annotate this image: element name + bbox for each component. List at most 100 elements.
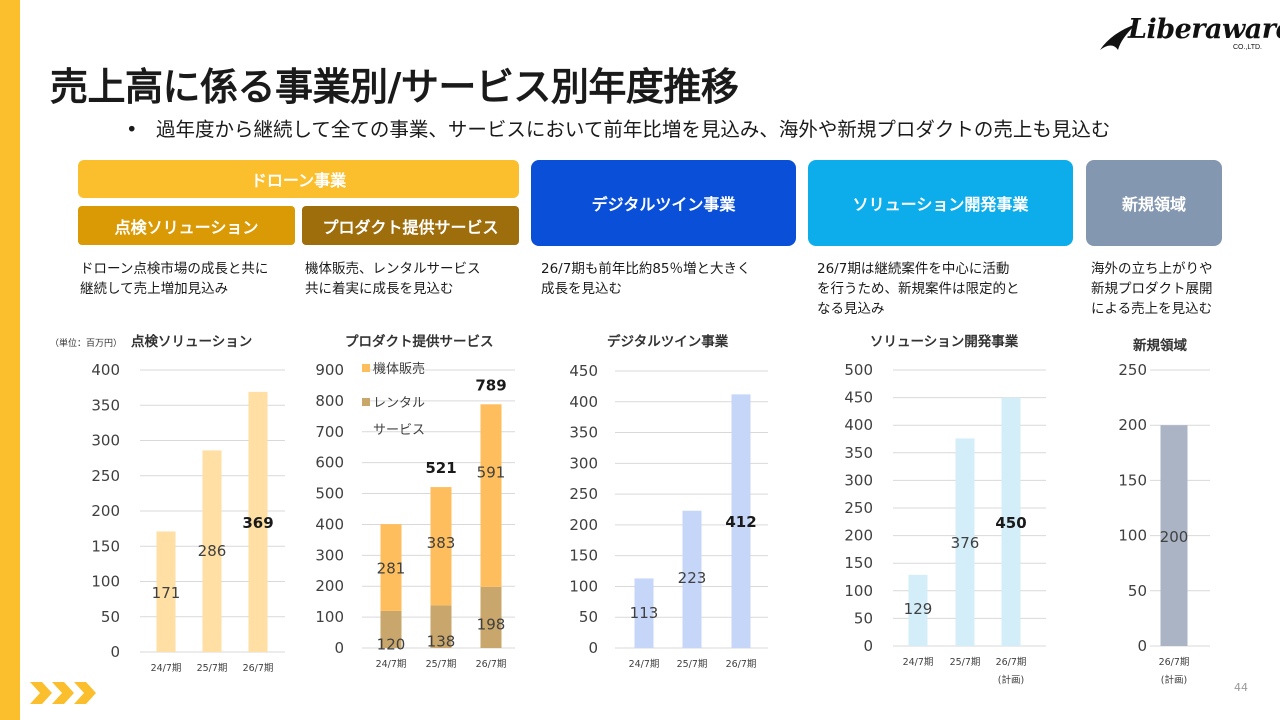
product-description: 機体販売、レンタルサービス 共に着実に成長を見込む	[305, 259, 481, 299]
y-tick-label: 300	[315, 546, 344, 564]
y-tick-label: 100	[315, 608, 344, 626]
digital-twin-segment-label: デジタルツイン事業	[591, 195, 736, 214]
x-sub-label: (計画)	[1161, 674, 1187, 686]
chart-title-new: 新規領域	[1133, 338, 1187, 354]
y-tick-label: 500	[315, 485, 344, 503]
y-tick-label: 300	[569, 454, 598, 472]
bar	[908, 574, 928, 646]
bar-sales	[480, 404, 502, 587]
bar-rental	[380, 610, 402, 648]
y-tick-label: 350	[91, 396, 120, 414]
legend-label: 機体販売	[373, 361, 425, 377]
x-tick-label: 25/7期	[197, 663, 228, 674]
new-segment-label: 新規領域	[1121, 195, 1186, 214]
y-tick-label: 800	[315, 392, 344, 410]
y-tick-label: 200	[315, 577, 344, 595]
y-tick-label: 100	[1118, 527, 1147, 545]
x-tick-label: 25/7期	[426, 659, 457, 670]
new-segment-box: 新規領域	[1086, 160, 1222, 246]
x-tick-label: 24/7期	[376, 659, 407, 670]
product-segment-box: プロダクト提供サービス	[302, 206, 519, 245]
x-tick-label: 24/7期	[151, 663, 182, 674]
drone-segment-box: ドローン事業	[78, 160, 519, 198]
y-tick-label: 200	[1118, 416, 1147, 434]
y-tick-label: 250	[844, 499, 873, 517]
data-label-sales: 281	[377, 560, 406, 578]
inspection-description: ドローン点検市場の成長と共に 継続して売上増加見込み	[80, 259, 268, 299]
solution-segment-box: ソリューション開発事業	[808, 160, 1073, 246]
y-tick-label: 100	[569, 577, 598, 595]
desc-line: 機体販売、レンタルサービス	[305, 261, 481, 277]
solution-segment-label: ソリューション開発事業	[852, 195, 1029, 214]
data-label: 369	[242, 514, 273, 532]
x-tick-label: 25/7期	[950, 657, 981, 668]
x-sub-label: (計画)	[998, 674, 1024, 686]
bar	[634, 578, 654, 648]
data-label: 171	[152, 584, 181, 602]
company-logo: Liberaware CO.,LTD.	[1098, 14, 1280, 54]
legend-swatch-sales	[362, 364, 370, 372]
y-tick-label: 250	[569, 485, 598, 503]
x-tick-label: 26/7期	[243, 663, 274, 674]
y-tick-label: 400	[844, 416, 873, 434]
y-tick-label: 0	[110, 643, 120, 661]
data-label-rental: 120	[377, 635, 406, 653]
digital-twin-segment-box: デジタルツイン事業	[531, 160, 796, 246]
bar-rental	[430, 605, 452, 648]
y-tick-label: 400	[569, 393, 598, 411]
y-tick-label: 0	[334, 639, 344, 657]
solution-description: 26/7期は継続案件を中心に活動 を行うため、新規案件は限定的と なる見込み	[817, 259, 1020, 319]
bar	[955, 438, 975, 646]
drone-segment-label: ドローン事業	[250, 171, 347, 190]
logo-text: Liberaware	[1128, 14, 1280, 45]
y-tick-label: 450	[844, 389, 873, 407]
y-tick-label: 100	[91, 573, 120, 591]
legend-label: サービス	[373, 423, 425, 438]
desc-line: 海外の立ち上がりや	[1091, 261, 1213, 277]
desc-line: 26/7期も前年比約85％増と大きく	[541, 261, 751, 277]
y-tick-label: 200	[91, 502, 120, 520]
logo-swoosh-icon	[1100, 24, 1136, 50]
x-tick-label: 24/7期	[629, 659, 660, 670]
y-tick-label: 300	[91, 432, 120, 450]
product-segment-label: プロダクト提供サービス	[322, 217, 499, 237]
page-title: 売上高に係る事業別/サービス別年度推移	[50, 65, 739, 109]
legend-label: レンタル	[373, 396, 425, 411]
data-label-rental: 138	[427, 633, 456, 651]
desc-line: 成長を見込む	[541, 281, 622, 297]
legend-swatch-rental	[362, 398, 370, 406]
inspection-segment-label: 点検ソリューション	[114, 217, 259, 237]
y-tick-label: 200	[569, 516, 598, 534]
bullet: •	[126, 118, 138, 141]
logo-subtext: CO.,LTD.	[1232, 44, 1262, 51]
y-tick-label: 400	[91, 361, 120, 379]
data-label-total: 521	[425, 459, 456, 477]
bar-sales	[380, 524, 402, 611]
chevron-decoration-icon	[30, 682, 110, 708]
data-label-sales: 383	[427, 534, 456, 552]
bar	[248, 391, 268, 652]
desc-line: 共に着実に成長を見込む	[305, 281, 454, 297]
inspection-segment-box: 点検ソリューション	[78, 206, 295, 245]
data-label: 450	[995, 514, 1026, 532]
subtitle-text: 過年度から継続して全ての事業、サービスにおいて前年比増を見込み、海外や新規プロダ…	[156, 118, 1111, 141]
y-tick-label: 350	[844, 444, 873, 462]
desc-line: 新規プロダクト展開	[1091, 281, 1213, 297]
bar	[156, 531, 176, 652]
x-tick-label: 26/7期	[1159, 657, 1190, 668]
x-tick-label: 26/7期	[996, 657, 1027, 668]
y-tick-label: 300	[844, 471, 873, 489]
y-tick-label: 400	[315, 515, 344, 533]
desc-line: 継続して売上増加見込み	[80, 281, 229, 297]
y-tick-label: 50	[1128, 582, 1147, 600]
data-label: 286	[198, 542, 227, 560]
x-tick-label: 25/7期	[677, 659, 708, 670]
data-label: 412	[725, 513, 756, 531]
y-tick-label: 900	[315, 361, 344, 379]
data-label: 113	[630, 604, 659, 622]
chart-title-inspection: 点検ソリューション	[131, 334, 253, 350]
data-label-total: 789	[475, 376, 506, 394]
accent-sidebar	[0, 0, 20, 720]
bar-sales	[430, 487, 452, 606]
